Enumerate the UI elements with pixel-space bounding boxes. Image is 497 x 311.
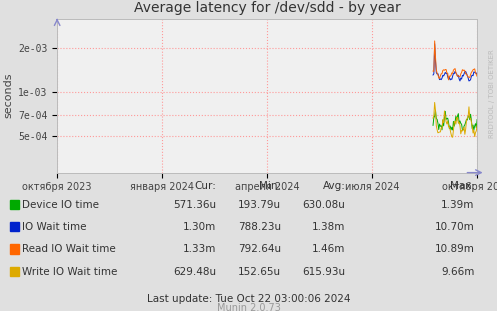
- Text: Min:: Min:: [258, 181, 281, 191]
- Text: RRDTOOL / TOBI OETIKER: RRDTOOL / TOBI OETIKER: [489, 49, 495, 138]
- Text: Last update: Tue Oct 22 03:00:06 2024: Last update: Tue Oct 22 03:00:06 2024: [147, 294, 350, 304]
- Text: 629.48u: 629.48u: [173, 267, 216, 277]
- Text: 792.64u: 792.64u: [238, 244, 281, 254]
- Text: 152.65u: 152.65u: [238, 267, 281, 277]
- Text: 1.39m: 1.39m: [441, 200, 475, 210]
- Text: 193.79u: 193.79u: [238, 200, 281, 210]
- Text: 10.70m: 10.70m: [435, 222, 475, 232]
- Text: Read IO Wait time: Read IO Wait time: [22, 244, 116, 254]
- Title: Average latency for /dev/sdd - by year: Average latency for /dev/sdd - by year: [134, 1, 401, 15]
- Text: Munin 2.0.73: Munin 2.0.73: [217, 303, 280, 311]
- Text: Max:: Max:: [450, 181, 475, 191]
- Text: Avg:: Avg:: [323, 181, 345, 191]
- Text: Write IO Wait time: Write IO Wait time: [22, 267, 118, 277]
- Text: 1.38m: 1.38m: [312, 222, 345, 232]
- Y-axis label: seconds: seconds: [4, 73, 14, 118]
- Text: Cur:: Cur:: [194, 181, 216, 191]
- Text: Device IO time: Device IO time: [22, 200, 99, 210]
- Text: 1.33m: 1.33m: [183, 244, 216, 254]
- Text: 1.46m: 1.46m: [312, 244, 345, 254]
- Text: 788.23u: 788.23u: [238, 222, 281, 232]
- Text: 615.93u: 615.93u: [302, 267, 345, 277]
- Text: 571.36u: 571.36u: [173, 200, 216, 210]
- Text: IO Wait time: IO Wait time: [22, 222, 87, 232]
- Text: 10.89m: 10.89m: [435, 244, 475, 254]
- Text: 9.66m: 9.66m: [441, 267, 475, 277]
- Text: 630.08u: 630.08u: [303, 200, 345, 210]
- Text: 1.30m: 1.30m: [183, 222, 216, 232]
